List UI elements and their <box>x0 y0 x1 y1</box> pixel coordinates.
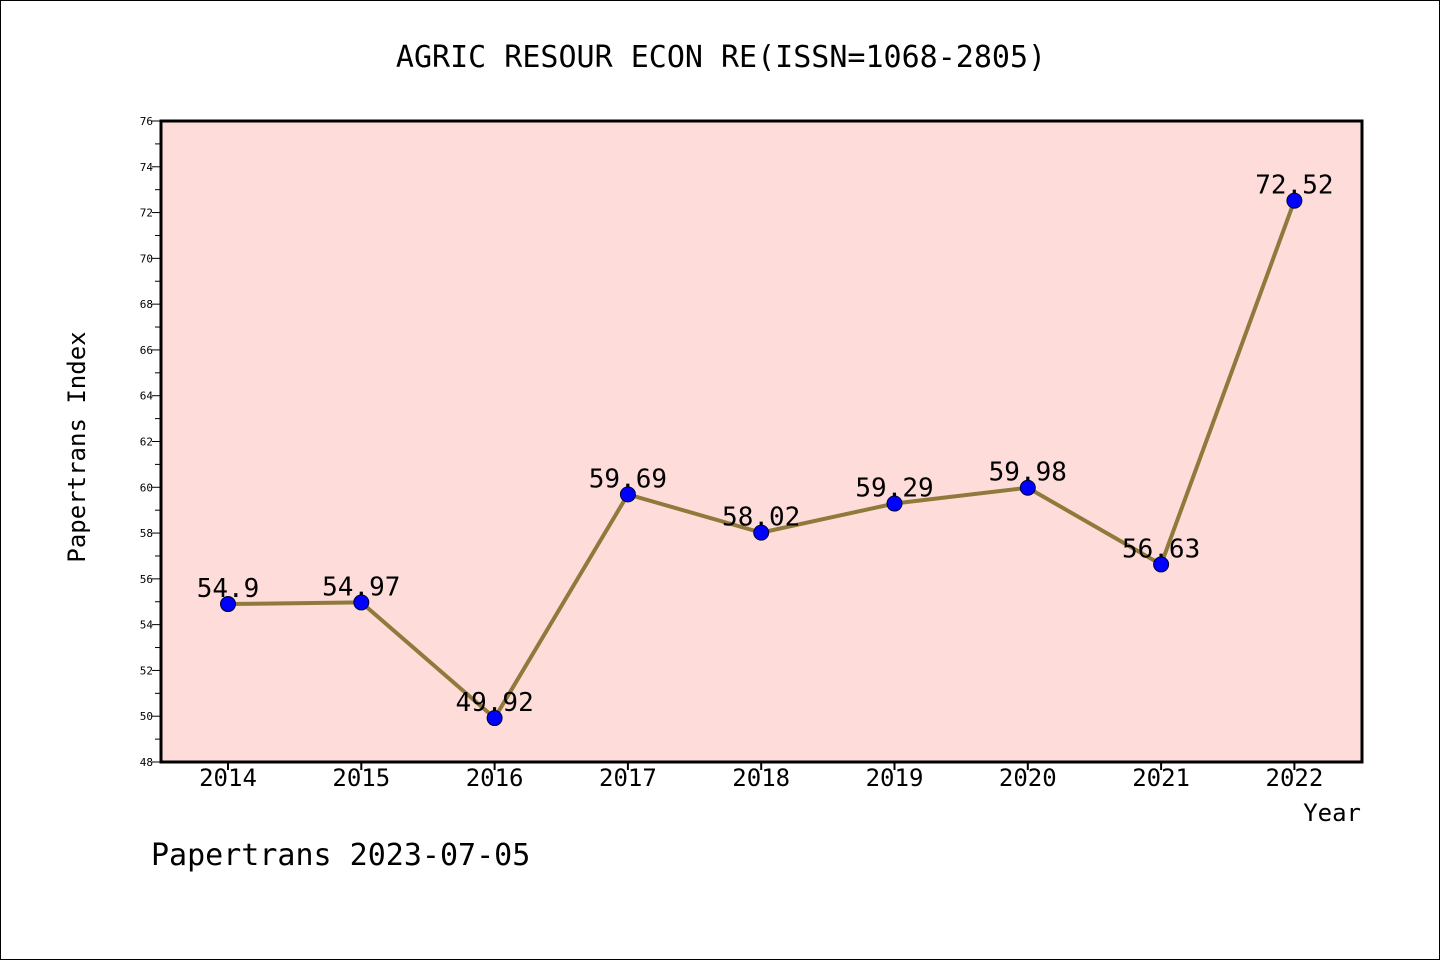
y-tick-label: 68 <box>140 298 153 311</box>
y-axis-label: Papertrans Index <box>63 331 91 562</box>
series-layer: 54.9 54.97 49.92 59.69 58.02 59.29 59.98 56.63 7… <box>197 171 1334 727</box>
y-tick-label: 58 <box>140 527 153 540</box>
data-label: 54.9 <box>197 574 260 604</box>
y-tick-label: 48 <box>140 756 153 769</box>
x-tick-label: 2016 <box>466 764 524 792</box>
data-point <box>353 594 370 611</box>
x-tick-label: 2015 <box>332 764 390 792</box>
y-tick-label: 52 <box>140 664 153 677</box>
x-tick-label: 2019 <box>866 764 924 792</box>
x-axis-label: Year <box>1303 799 1361 827</box>
data-point <box>1019 479 1036 496</box>
y-tick-label: 62 <box>140 436 153 449</box>
x-tick-label: 2014 <box>199 764 257 792</box>
x-tick-label: 2018 <box>732 764 790 792</box>
data-label: 59.29 <box>855 474 933 504</box>
x-axis: 2014 2015 2016 2017 2018 2019 2020 2021 2022 <box>199 762 1323 792</box>
y-tick-label: 60 <box>140 481 153 494</box>
x-tick-label: 2020 <box>999 764 1057 792</box>
y-tick-label: 70 <box>140 252 153 265</box>
plot-area <box>159 119 1364 764</box>
data-point <box>486 710 503 727</box>
data-point <box>619 486 636 503</box>
y-tick-label: 74 <box>140 161 154 174</box>
x-tick-label: 2017 <box>599 764 657 792</box>
y-tick-label: 54 <box>140 619 154 632</box>
y-tick-label: 56 <box>140 573 153 586</box>
x-tick-label: 2022 <box>1266 764 1324 792</box>
data-label: 49.92 <box>455 688 533 718</box>
x-tick-label: 2021 <box>1132 764 1190 792</box>
data-point <box>220 596 236 613</box>
y-tick-label: 64 <box>140 390 154 403</box>
y-tick-label: 50 <box>140 710 153 723</box>
data-label: 56.63 <box>1122 534 1200 564</box>
footer-credit: Papertrans 2023-07-05 <box>151 838 530 873</box>
data-point <box>886 495 903 512</box>
y-tick-label: 66 <box>140 344 153 357</box>
y-tick-label: 76 <box>140 115 153 128</box>
data-point <box>1286 192 1303 209</box>
data-point <box>753 524 770 541</box>
chart-title: AGRIC RESOUR ECON RE(ISSN=1068-2805) <box>396 40 1046 75</box>
y-tick-label: 72 <box>140 207 153 220</box>
data-label: 58.02 <box>722 503 800 533</box>
data-label: 54.97 <box>322 572 400 602</box>
data-label: 72.52 <box>1255 171 1333 201</box>
y-axis: 48 50 52 54 56 58 60 62 64 66 68 70 72 74 76 <box>140 115 162 769</box>
data-point <box>1153 556 1170 573</box>
data-label: 59.69 <box>589 464 667 494</box>
data-label: 59.98 <box>989 458 1067 488</box>
